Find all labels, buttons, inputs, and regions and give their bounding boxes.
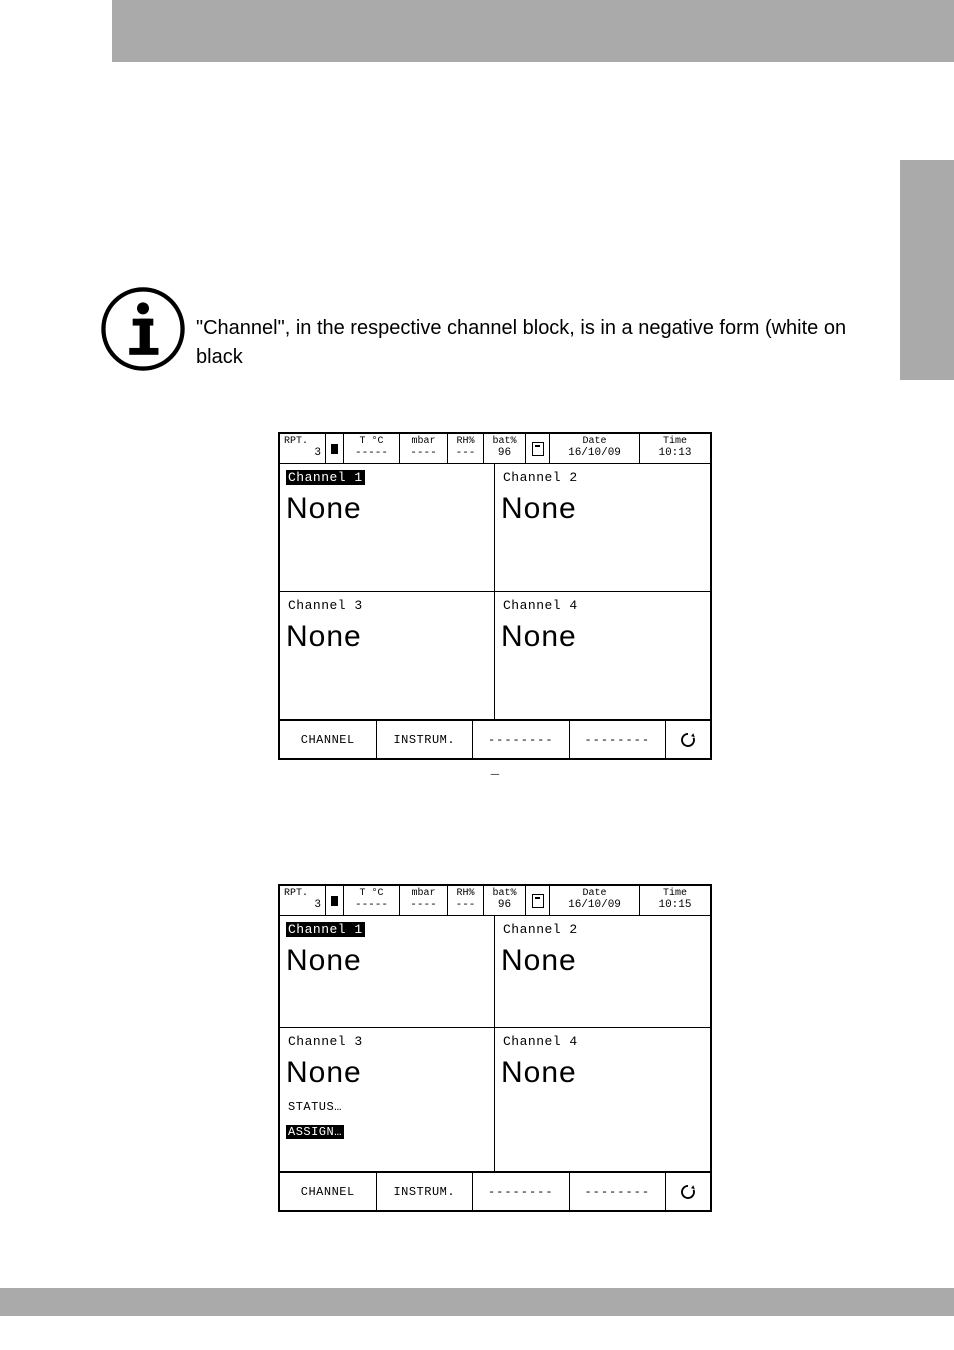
info-text: "Channel", in the respective channel blo… xyxy=(196,286,894,372)
sb-temp-value: ----- xyxy=(346,900,397,912)
softkey-instrum[interactable]: INSTRUM. xyxy=(377,721,474,758)
sb-date-value: 16/10/09 xyxy=(552,900,637,912)
sdcard-icon xyxy=(532,442,544,456)
channel-title: Channel 2 xyxy=(501,470,580,485)
indicator-icon xyxy=(331,444,338,454)
sb-pressure: mbar ---- xyxy=(400,886,448,915)
sb-temp: T °C ----- xyxy=(344,434,400,463)
channel-3: Channel 3 None STATUS… ASSIGN… xyxy=(280,1028,495,1172)
sb-humidity: RH% --- xyxy=(448,434,484,463)
sb-rpt: RPT. 3 xyxy=(280,434,326,463)
channel-title: Channel 2 xyxy=(501,922,580,937)
sb-bat-value: 96 xyxy=(486,448,523,460)
sb-rh-value: --- xyxy=(450,900,481,912)
channel-1: Channel 1 None xyxy=(280,464,495,592)
sb-date-value: 16/10/09 xyxy=(552,448,637,460)
channel-value: None xyxy=(501,944,704,978)
lcd-screen: RPT. 3 T °C ----- mbar ---- RH% --- b xyxy=(278,884,712,1212)
softkey-empty: -------- xyxy=(473,721,570,758)
channel-value: None xyxy=(501,620,704,654)
softkey-channel[interactable]: CHANNEL xyxy=(280,721,377,758)
cycle-icon xyxy=(679,1183,697,1201)
caption-underline: _ xyxy=(278,762,712,778)
channel-value: None xyxy=(501,1056,704,1090)
softkey-empty: -------- xyxy=(473,1173,570,1210)
softkey-cycle[interactable] xyxy=(666,1173,710,1210)
channel-title: Channel 1 xyxy=(286,922,365,937)
channel-3: Channel 3 None xyxy=(280,592,495,720)
status-bar: RPT. 3 T °C ----- mbar ---- RH% --- b xyxy=(280,434,710,464)
channel-title: Channel 1 xyxy=(286,470,365,485)
softkey-cycle[interactable] xyxy=(666,721,710,758)
header-bar-inset xyxy=(0,0,112,62)
softkey-channel[interactable]: CHANNEL xyxy=(280,1173,377,1210)
lcd-screen: RPT. 3 T °C ----- mbar ---- RH% --- b xyxy=(278,432,712,760)
sb-humidity: RH% --- xyxy=(448,886,484,915)
device-screenshot-1: RPT. 3 T °C ----- mbar ---- RH% --- b xyxy=(278,432,712,778)
sb-time-value: 10:13 xyxy=(642,448,708,460)
footer-bar xyxy=(0,1288,954,1316)
channel-value: None xyxy=(501,492,704,526)
channel-title: Channel 3 xyxy=(286,598,365,613)
sb-rpt: RPT. 3 xyxy=(280,886,326,915)
sb-time: Time 10:13 xyxy=(640,434,710,463)
channel-title: Channel 4 xyxy=(501,598,580,613)
sb-battery: bat% 96 xyxy=(484,434,526,463)
sb-mbar-value: ---- xyxy=(402,448,445,460)
sb-card xyxy=(526,434,550,463)
submenu-status[interactable]: STATUS… xyxy=(286,1100,344,1114)
info-icon xyxy=(100,286,186,372)
sb-indicator xyxy=(326,434,344,463)
channel-1: Channel 1 None xyxy=(280,916,495,1028)
indicator-icon xyxy=(331,896,338,906)
channel-value: None xyxy=(286,492,488,526)
softkey-bar: CHANNEL INSTRUM. -------- -------- xyxy=(280,1172,710,1210)
softkey-empty: -------- xyxy=(570,1173,667,1210)
device-screenshot-2: RPT. 3 T °C ----- mbar ---- RH% --- b xyxy=(278,884,712,1212)
sb-temp-value: ----- xyxy=(346,448,397,460)
sb-rpt-value: 3 xyxy=(284,900,323,912)
submenu-assign[interactable]: ASSIGN… xyxy=(286,1125,344,1139)
sdcard-icon xyxy=(532,894,544,908)
sb-mbar-value: ---- xyxy=(402,900,445,912)
channel-2: Channel 2 None xyxy=(495,916,710,1028)
sb-rh-value: --- xyxy=(450,448,481,460)
sb-temp: T °C ----- xyxy=(344,886,400,915)
page: "Channel", in the respective channel blo… xyxy=(0,0,954,1350)
channel-title: Channel 3 xyxy=(286,1034,365,1049)
sb-date: Date 16/10/09 xyxy=(550,886,640,915)
status-bar: RPT. 3 T °C ----- mbar ---- RH% --- b xyxy=(280,886,710,916)
channel-grid: Channel 1 None Channel 2 None Channel 3 … xyxy=(280,464,710,720)
sb-time: Time 10:15 xyxy=(640,886,710,915)
channel-2: Channel 2 None xyxy=(495,464,710,592)
sb-date: Date 16/10/09 xyxy=(550,434,640,463)
channel-title: Channel 4 xyxy=(501,1034,580,1049)
softkey-instrum[interactable]: INSTRUM. xyxy=(377,1173,474,1210)
channel-grid: Channel 1 None Channel 2 None Channel 3 … xyxy=(280,916,710,1172)
cycle-icon xyxy=(679,731,697,749)
sb-rpt-value: 3 xyxy=(284,448,323,460)
header-bar xyxy=(0,0,954,62)
side-tab xyxy=(900,160,954,380)
sb-time-value: 10:15 xyxy=(642,900,708,912)
sb-bat-value: 96 xyxy=(486,900,523,912)
sb-card xyxy=(526,886,550,915)
sb-battery: bat% 96 xyxy=(484,886,526,915)
info-note: "Channel", in the respective channel blo… xyxy=(100,286,894,372)
channel-value: None xyxy=(286,944,488,978)
channel-value: None xyxy=(286,620,488,654)
channel-4: Channel 4 None xyxy=(495,1028,710,1172)
channel-4: Channel 4 None xyxy=(495,592,710,720)
channel-value: None xyxy=(286,1056,488,1090)
softkey-empty: -------- xyxy=(570,721,667,758)
softkey-bar: CHANNEL INSTRUM. -------- -------- xyxy=(280,720,710,758)
sb-indicator xyxy=(326,886,344,915)
sb-pressure: mbar ---- xyxy=(400,434,448,463)
